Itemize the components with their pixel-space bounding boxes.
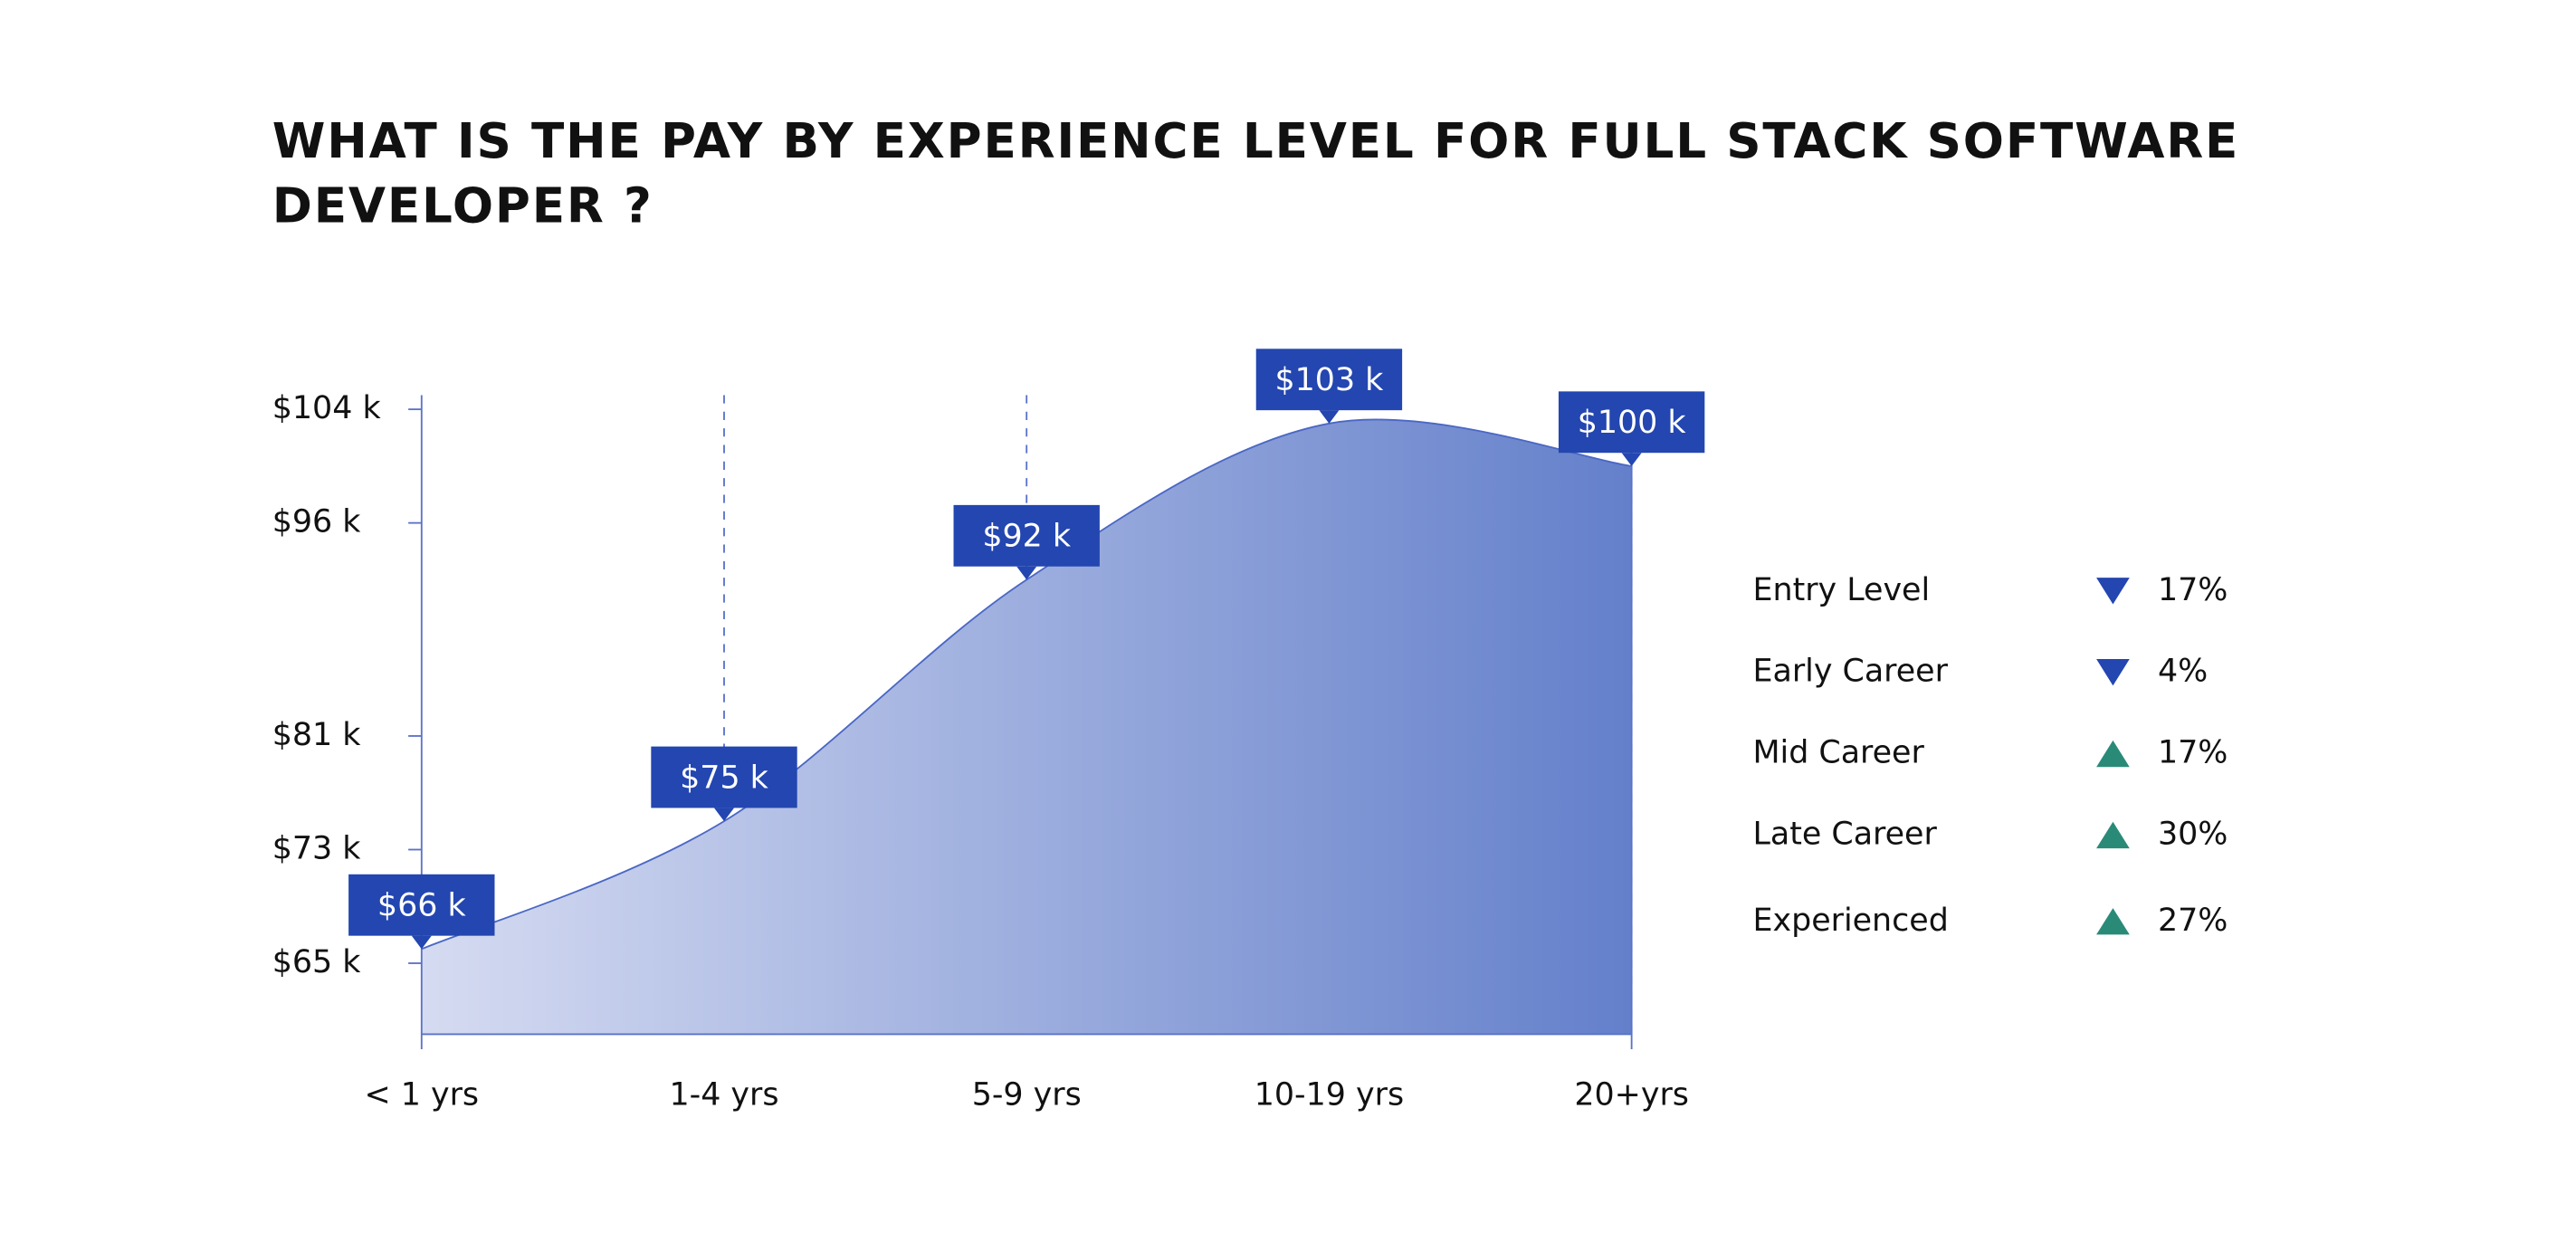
legend-change: 27% bbox=[2158, 903, 2228, 939]
legend-label: Late Career bbox=[1752, 816, 1937, 852]
value-label-box bbox=[1558, 391, 1705, 454]
value-label-pointer bbox=[1016, 566, 1037, 580]
area bbox=[421, 419, 1632, 1035]
y-tick-label: $73 k bbox=[272, 830, 362, 866]
legend-label: Entry Level bbox=[1752, 572, 1930, 608]
value-label: $92 k bbox=[982, 519, 1072, 555]
y-tick-label: $65 k bbox=[272, 944, 362, 980]
trend-icon bbox=[2096, 578, 2130, 605]
value-label-box bbox=[651, 746, 797, 808]
legend-change: 4% bbox=[2158, 654, 2208, 690]
chart-title: WHAT IS THE PAY BY EXPERIENCE LEVEL FOR … bbox=[272, 112, 2240, 234]
legend-change: 17% bbox=[2158, 735, 2228, 771]
x-tick-label: 5-9 yrs bbox=[972, 1076, 1082, 1113]
x-tick-label: < 1 yrs bbox=[365, 1076, 480, 1113]
value-label-pointer bbox=[1319, 410, 1340, 424]
value-label-box bbox=[953, 504, 1100, 567]
x-tick-label: 10-19 yrs bbox=[1255, 1076, 1404, 1113]
value-label: $100 k bbox=[1578, 405, 1687, 441]
legend-label: Mid Career bbox=[1752, 735, 1924, 771]
x-tick-label: 1-4 yrs bbox=[669, 1076, 778, 1113]
trend-icon bbox=[2096, 659, 2130, 686]
y-tick-label: $81 k bbox=[272, 717, 362, 753]
trend-icon bbox=[2096, 908, 2130, 935]
legend-change: 30% bbox=[2158, 816, 2228, 852]
legend-label: Experienced bbox=[1752, 903, 1948, 939]
area-line bbox=[421, 418, 1632, 951]
value-label: $66 k bbox=[377, 888, 467, 924]
value-label-pointer bbox=[713, 808, 734, 822]
value-label-box bbox=[1255, 349, 1403, 411]
y-tick-label: $104 k bbox=[272, 390, 382, 426]
value-label-pointer bbox=[1621, 453, 1642, 466]
value-label: $103 k bbox=[1274, 362, 1384, 398]
legend-change: 17% bbox=[2158, 572, 2228, 608]
x-tick-label: 20+yrs bbox=[1574, 1076, 1689, 1113]
legend-label: Early Career bbox=[1752, 654, 1948, 690]
value-label-pointer bbox=[411, 935, 432, 950]
value-label: $75 k bbox=[680, 760, 769, 796]
y-tick-label: $96 k bbox=[272, 504, 362, 540]
trend-icon bbox=[2096, 821, 2130, 849]
trend-icon bbox=[2096, 740, 2130, 768]
value-label-box bbox=[348, 874, 495, 936]
